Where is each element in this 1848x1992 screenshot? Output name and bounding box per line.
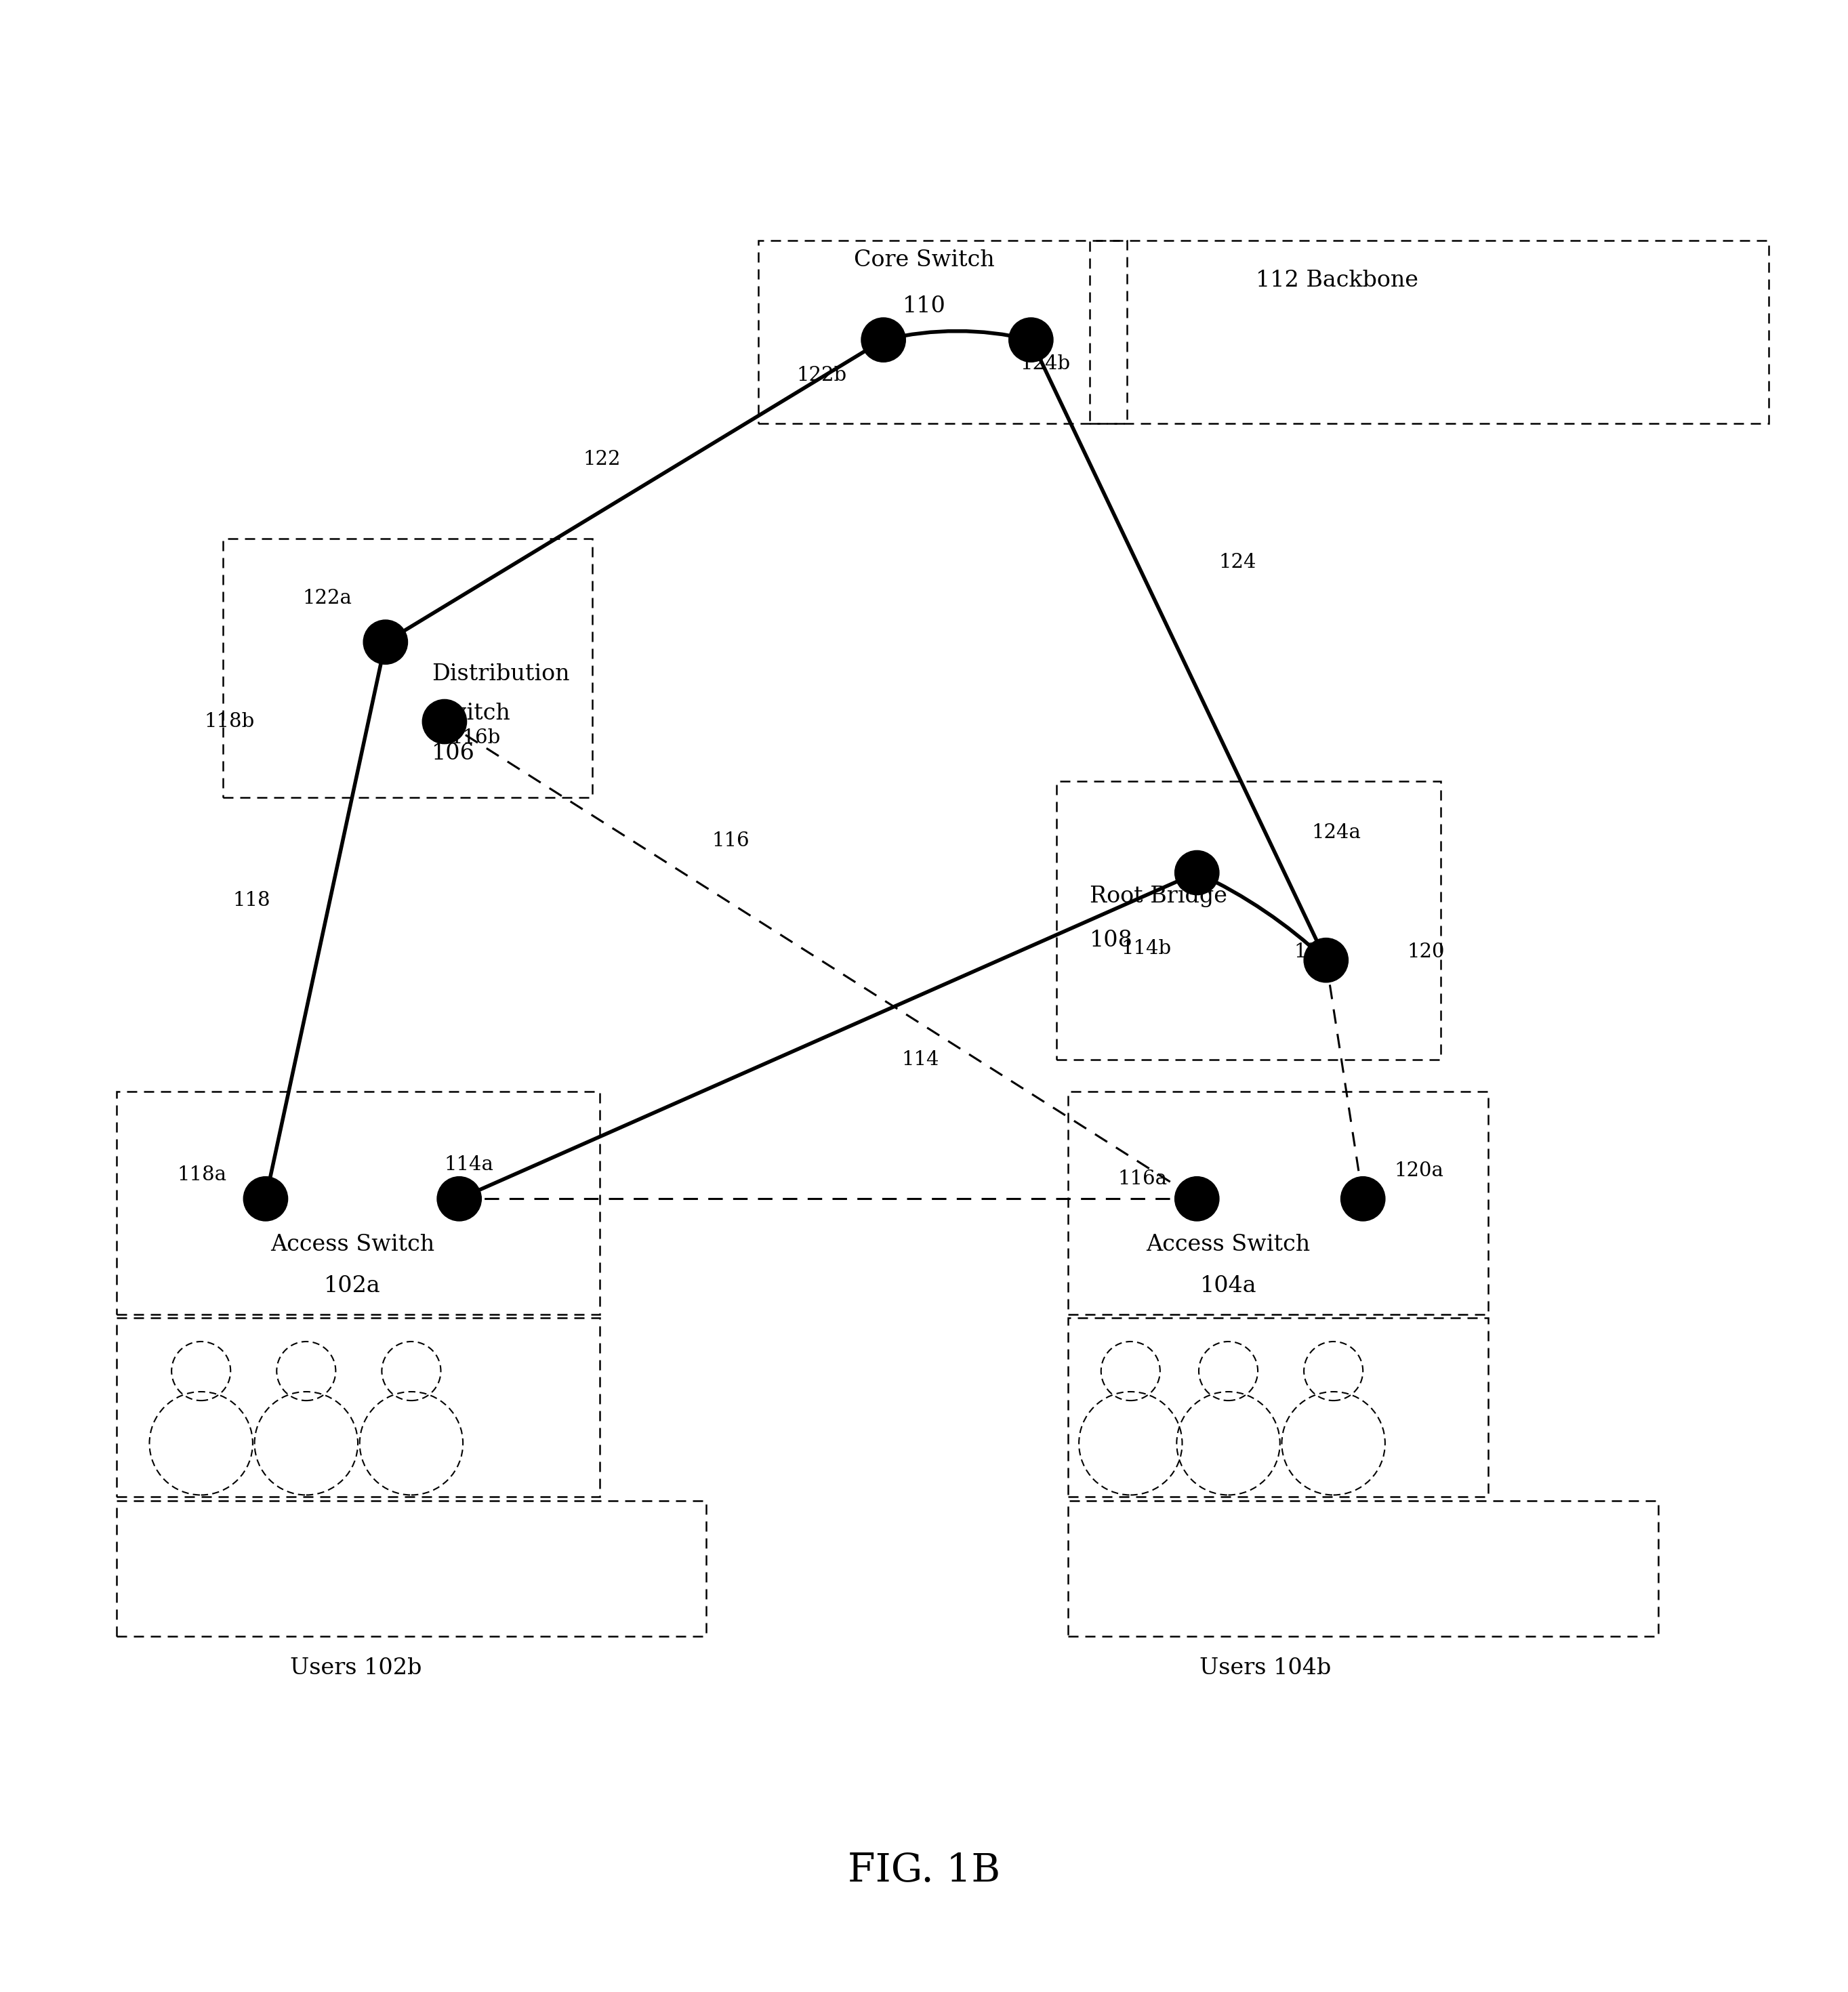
FancyArrowPatch shape (1199, 874, 1325, 958)
Bar (1068, 1502, 1658, 1635)
Circle shape (1305, 938, 1349, 982)
Circle shape (423, 699, 468, 743)
Text: Switch: Switch (432, 703, 510, 725)
Text: 118a: 118a (177, 1165, 227, 1185)
Circle shape (861, 319, 906, 363)
Text: Root Bridge: Root Bridge (1090, 886, 1227, 908)
Text: Distribution: Distribution (432, 663, 569, 685)
Text: 120a: 120a (1393, 1161, 1443, 1181)
Text: 108: 108 (1090, 930, 1133, 950)
Circle shape (364, 620, 408, 663)
Text: 118: 118 (233, 890, 270, 910)
Circle shape (1009, 319, 1053, 363)
Text: 118b: 118b (205, 711, 255, 731)
Circle shape (1175, 1177, 1220, 1221)
Text: 114a: 114a (445, 1155, 493, 1175)
Text: 104a: 104a (1199, 1275, 1257, 1297)
Text: 116: 116 (711, 831, 750, 851)
Circle shape (244, 1177, 288, 1221)
Text: 122a: 122a (303, 590, 353, 608)
Text: 122: 122 (582, 450, 621, 468)
Text: Users 102b: Users 102b (290, 1657, 421, 1679)
Bar (1068, 1092, 1488, 1315)
Text: 116a: 116a (1118, 1169, 1168, 1189)
FancyArrowPatch shape (885, 331, 1029, 339)
Text: 106: 106 (432, 743, 475, 765)
Text: 110: 110 (902, 295, 946, 317)
Text: 124b: 124b (1020, 355, 1070, 373)
Text: FIG. 1B: FIG. 1B (848, 1853, 1000, 1890)
Bar (758, 241, 1127, 424)
Bar (116, 1502, 706, 1635)
Text: Users 104b: Users 104b (1199, 1657, 1331, 1679)
Text: 124a: 124a (1312, 823, 1360, 843)
Bar (1090, 241, 1769, 424)
Bar (224, 538, 591, 797)
Text: 116b: 116b (451, 727, 501, 747)
Text: 112 Backbone: 112 Backbone (1257, 269, 1419, 291)
Bar (1057, 781, 1440, 1060)
Text: 120: 120 (1406, 942, 1445, 962)
Text: 114: 114 (902, 1050, 939, 1070)
Text: 114b: 114b (1122, 938, 1172, 958)
Bar (116, 1092, 599, 1315)
Text: 124: 124 (1220, 554, 1257, 572)
Text: 122b: 122b (796, 367, 846, 384)
Text: 120b: 120b (1294, 942, 1345, 962)
Circle shape (1175, 851, 1220, 894)
Bar (116, 1319, 599, 1498)
Text: Access Switch: Access Switch (1146, 1233, 1310, 1255)
Circle shape (438, 1177, 480, 1221)
Circle shape (1342, 1177, 1384, 1221)
Text: Core Switch: Core Switch (854, 249, 994, 271)
Text: Access Switch: Access Switch (270, 1233, 434, 1255)
Bar (1068, 1319, 1488, 1498)
Text: 102a: 102a (323, 1275, 381, 1297)
